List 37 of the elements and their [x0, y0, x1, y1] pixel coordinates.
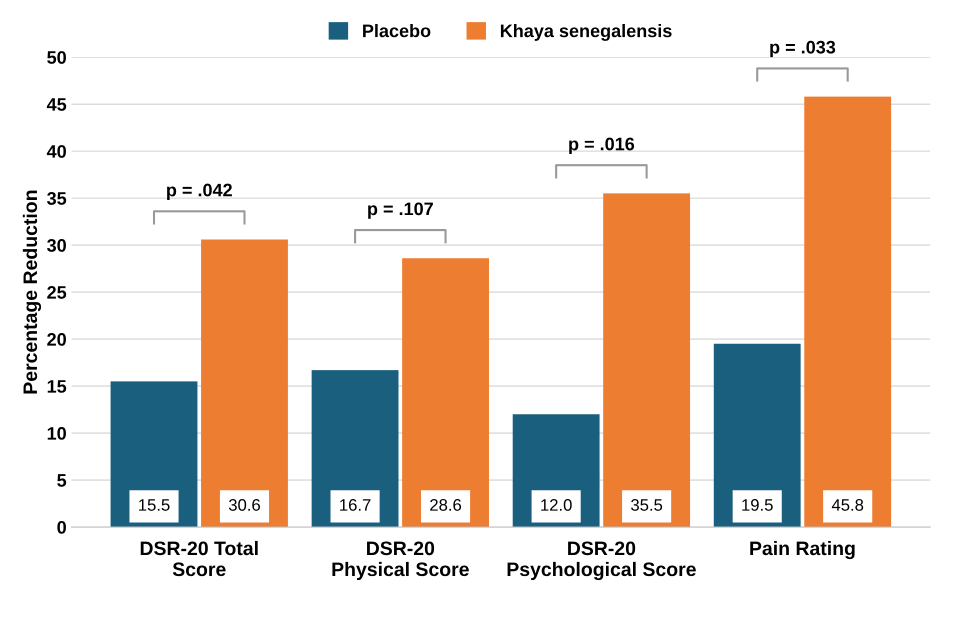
x-tick-label: DSR-20 Total Score: [140, 540, 258, 576]
y-tick-label: 50: [47, 51, 66, 64]
annotation: p = .042: [167, 184, 232, 200]
y-tick-label: 30: [47, 239, 66, 252]
annotation: p = .033: [770, 40, 836, 58]
y-tick-label: 45: [46, 98, 66, 111]
data-label: 35.5: [631, 499, 662, 511]
bar: [312, 370, 399, 528]
data-label: 15.5: [139, 499, 170, 511]
y-tick-label: 20: [47, 333, 66, 346]
bar: [110, 381, 198, 528]
x-tick-label: Pain Rating: [750, 540, 855, 560]
data-label: 12.0: [541, 499, 572, 511]
annotation: p = .107: [368, 202, 433, 219]
y-tick-label: 0: [57, 520, 66, 534]
y-tick-label: 40: [46, 145, 66, 158]
y-tick-label: 35: [47, 192, 66, 205]
data-label: 16.7: [340, 499, 370, 511]
bar: [603, 193, 690, 528]
x-tick-label: DSR-20 Psychological Score: [508, 541, 696, 580]
y-tick-label: 15: [48, 380, 66, 393]
bar: [714, 344, 801, 528]
y-axis-title: Percentage Reduction: [22, 190, 42, 394]
bar: [804, 96, 892, 528]
y-tick-label: 10: [48, 427, 66, 440]
bar: [201, 239, 288, 528]
annotation: p = .016: [569, 138, 634, 154]
y-tick-label: 5: [57, 474, 66, 487]
data-label: 19.5: [742, 499, 773, 511]
data-label: 30.6: [228, 499, 260, 511]
data-label: 28.6: [430, 499, 462, 511]
legend-label: Placebo: [363, 24, 430, 38]
legend-label: Khaya senegalensis: [500, 24, 672, 41]
data-label: 45.8: [832, 499, 864, 511]
x-tick-label: DSR-20 Physical Score: [332, 541, 469, 580]
y-tick-label: 25: [47, 286, 66, 299]
bar: [402, 258, 489, 528]
